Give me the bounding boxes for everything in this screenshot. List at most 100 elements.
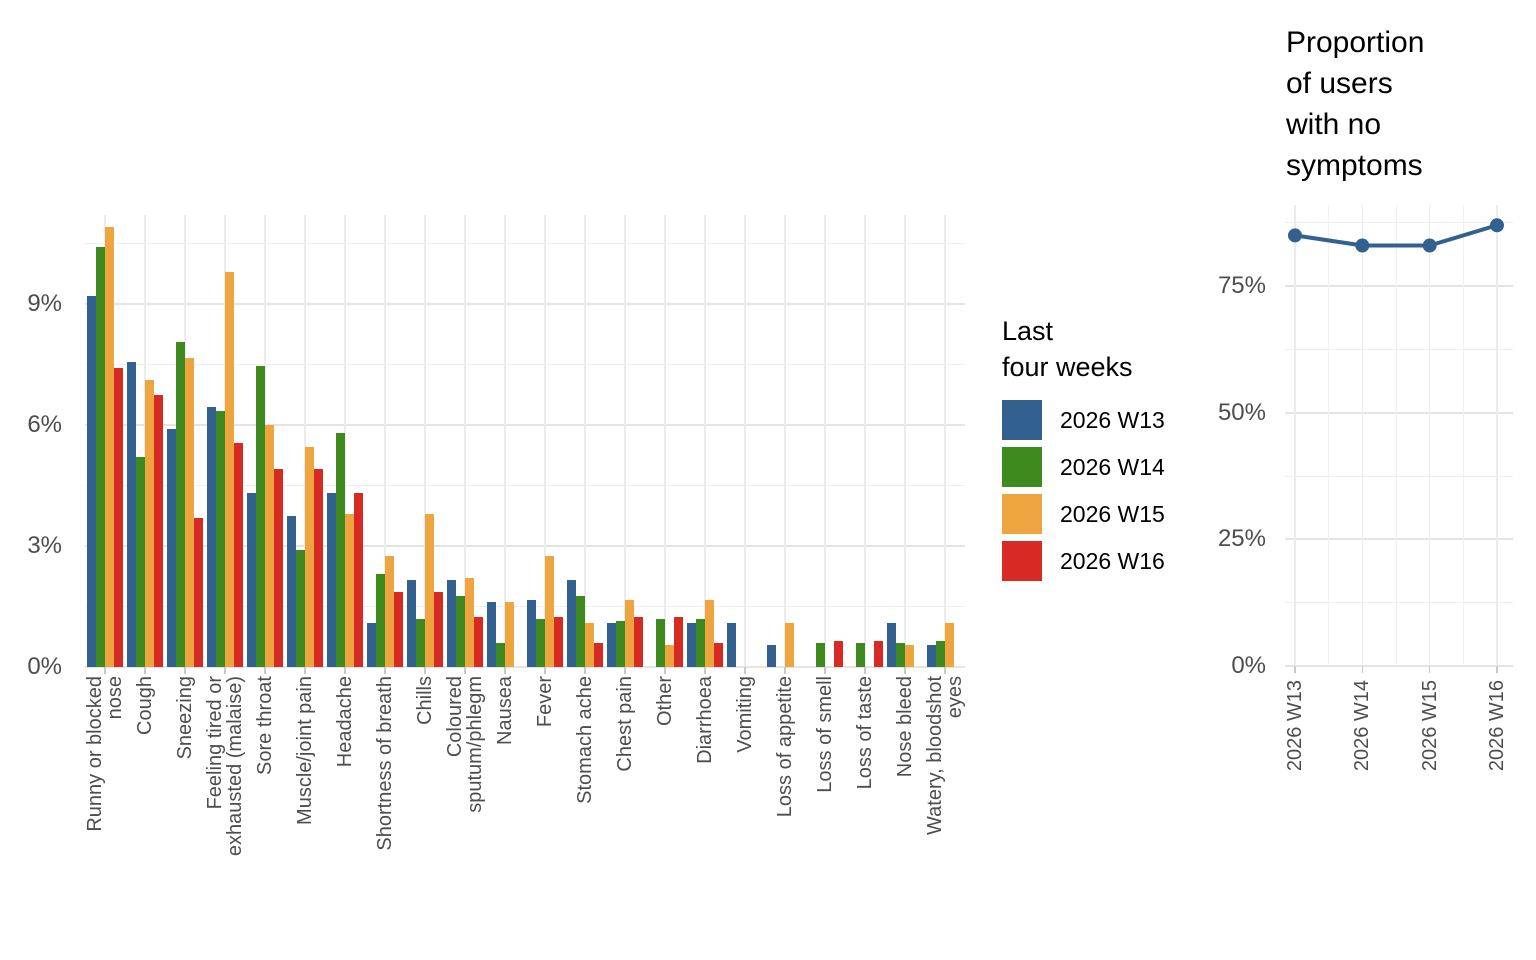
bar-2026-W13-1 [127, 362, 136, 667]
vertical-gridline [944, 215, 946, 667]
axis-tick [784, 667, 786, 674]
data-point [1288, 228, 1302, 243]
legend-swatch [1002, 541, 1042, 581]
vertical-gridline [544, 215, 546, 667]
bar-2026-W16-12 [594, 642, 603, 667]
vertical-gridline [1428, 205, 1431, 666]
bar-2026-W13-15 [687, 622, 696, 667]
minor-gridline [85, 363, 965, 365]
x-tick-label: 2026 W16 [1485, 680, 1508, 772]
vertical-gridline [424, 215, 426, 667]
x-tick-label: Loss of taste [853, 676, 876, 790]
minor-gridline [85, 605, 965, 607]
bar-2026-W13-3 [207, 406, 216, 667]
x-tick-label: Nausea [493, 676, 516, 745]
vertical-minor-gridline [1462, 205, 1464, 666]
legend-entry-2026-W16: 2026 W16 [1002, 541, 1222, 581]
bar-2026-W13-2 [167, 428, 176, 667]
legend-label: 2026 W14 [1060, 453, 1165, 480]
bar-2026-W15-6 [345, 513, 354, 667]
legend-swatch [1002, 494, 1042, 534]
bar-2026-W16-13 [634, 616, 643, 667]
bar-2026-W13-9 [447, 580, 456, 667]
bar-2026-W15-9 [465, 578, 474, 667]
axis-tick [504, 667, 506, 674]
axis-tick [1428, 666, 1431, 673]
bar-2026-W15-3 [225, 271, 234, 667]
bar-2026-W14-6 [336, 432, 345, 667]
x-tick-label: 2026 W13 [1283, 680, 1306, 772]
bar-2026-W14-11 [536, 618, 545, 667]
bar-2026-W14-10 [496, 642, 505, 667]
axis-tick [1294, 666, 1296, 673]
axis-tick [344, 667, 346, 674]
legend-entry-2026-W14: 2026 W14 [1002, 447, 1222, 487]
symptom-bar-chart-panel [85, 215, 965, 674]
minor-gridline [85, 484, 965, 486]
no-symptoms-line-chart-panel [1285, 205, 1513, 673]
vertical-gridline [504, 215, 506, 667]
x-tick-label: Loss of smell [813, 676, 836, 793]
vertical-gridline [864, 215, 866, 667]
symptom-axis-labels: Runny or blocked nose Cough Sneezing Feelin… [84, 676, 967, 946]
axis-tick [944, 667, 946, 674]
y-tick-label: 0% [1231, 652, 1266, 679]
x-tick-label: Headache [333, 676, 356, 768]
bar-2026-W15-15 [705, 600, 714, 667]
bar-2026-W13-20 [887, 622, 896, 667]
bar-2026-W13-17 [767, 644, 776, 667]
bar-2026-W16-19 [874, 640, 883, 667]
bar-2026-W16-9 [474, 616, 483, 667]
axis-tick [264, 667, 266, 674]
bar-2026-W14-13 [616, 620, 625, 667]
y-tick-label: 50% [1217, 398, 1266, 426]
x-tick-label: Chest pain [613, 676, 636, 772]
bar-2026-W14-5 [296, 549, 305, 667]
major-gridline [1285, 538, 1513, 541]
x-tick-label: 2026 W14 [1351, 680, 1374, 772]
bar-2026-W15-21 [945, 622, 954, 667]
major-gridline [85, 544, 965, 547]
y-tick-label: 3% [27, 531, 62, 559]
major-gridline [85, 302, 965, 305]
y-tick-label: 25% [1217, 525, 1266, 553]
axis-tick [384, 667, 386, 674]
vertical-gridline [584, 215, 586, 667]
bar-2026-W13-12 [567, 580, 576, 667]
axis-tick [864, 667, 866, 674]
bar-2026-W16-1 [154, 394, 163, 667]
major-gridline [85, 666, 965, 668]
bar-2026-W16-14 [674, 616, 683, 667]
bar-2026-W14-20 [896, 642, 905, 667]
bar-2026-W16-0 [114, 368, 123, 667]
x-tick-label: Nose bleed [893, 676, 916, 778]
legend-label: 2026 W16 [1060, 547, 1165, 574]
bar-2026-W13-5 [287, 515, 296, 667]
axis-tick [544, 667, 546, 674]
bar-2026-W15-8 [425, 513, 434, 667]
legend-entry-2026-W15: 2026 W15 [1002, 494, 1222, 534]
x-tick-label: Other [653, 676, 676, 727]
x-tick-label: Loss of appetite [773, 676, 796, 818]
bar-2026-W14-12 [576, 596, 585, 667]
bar-2026-W14-4 [256, 366, 265, 667]
minor-gridline [1285, 475, 1513, 477]
bar-2026-W14-18 [816, 642, 825, 667]
bar-2026-W16-6 [354, 493, 363, 667]
bar-2026-W13-0 [87, 295, 96, 667]
bar-2026-W15-14 [665, 644, 674, 667]
data-point [1422, 238, 1437, 253]
bar-2026-W15-10 [505, 602, 514, 667]
axis-tick [664, 667, 666, 674]
vertical-gridline [624, 215, 626, 667]
axis-tick [104, 667, 106, 674]
bar-2026-W13-7 [367, 622, 376, 667]
x-tick-label: Stomach ache [573, 676, 596, 804]
vertical-gridline [464, 215, 466, 667]
bar-2026-W14-3 [216, 410, 225, 667]
minor-gridline [85, 242, 965, 244]
x-tick-label: Diarrhoea [693, 676, 716, 764]
legend-label: 2026 W15 [1060, 500, 1165, 527]
axis-tick [304, 667, 306, 674]
bar-2026-W16-4 [274, 469, 283, 667]
